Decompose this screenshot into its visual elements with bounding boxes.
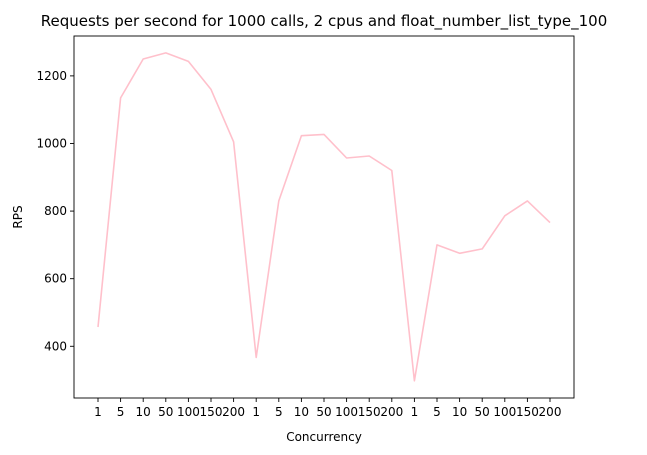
y-tick-label: 400	[44, 339, 67, 353]
x-tick-label: 5	[117, 405, 125, 419]
x-tick-label: 100	[493, 405, 516, 419]
x-tick-label: 200	[222, 405, 245, 419]
x-tick-label: 100	[335, 405, 358, 419]
plot-area	[73, 35, 575, 399]
x-tick-label: 100	[177, 405, 200, 419]
series-line	[97, 52, 551, 382]
x-tick-label: 1	[252, 405, 260, 419]
x-tick-label: 10	[452, 405, 467, 419]
x-tick-label: 10	[294, 405, 309, 419]
x-tick-label: 10	[136, 405, 151, 419]
y-axis-label: RPS	[11, 205, 25, 228]
x-tick-label: 150	[358, 405, 381, 419]
x-tick-label: 5	[433, 405, 441, 419]
y-tick-label: 600	[44, 272, 67, 286]
chart-title: Requests per second for 1000 calls, 2 cp…	[41, 12, 608, 31]
x-tick-label: 50	[158, 405, 173, 419]
y-tick-label: 1000	[36, 136, 67, 150]
x-tick-label: 1	[411, 405, 419, 419]
x-tick-label: 1	[94, 405, 102, 419]
x-tick-label: 50	[316, 405, 331, 419]
x-tick-label: 5	[275, 405, 283, 419]
x-tick-label: 200	[539, 405, 562, 419]
y-axis: 400 600 800 1000 1200	[36, 69, 74, 353]
x-tick-label: 200	[380, 405, 403, 419]
x-tick-label: 50	[475, 405, 490, 419]
x-axis: 1 5 10 50 100 150 200 1 5 10 50 100 150 200 1 5 10 50 100 1…	[94, 398, 561, 419]
x-tick-label: 150	[200, 405, 223, 419]
y-tick-label: 800	[44, 204, 67, 218]
series-layer	[97, 52, 551, 382]
x-axis-label: Concurrency	[286, 430, 362, 444]
x-tick-label: 150	[516, 405, 539, 419]
y-tick-label: 1200	[36, 69, 67, 83]
